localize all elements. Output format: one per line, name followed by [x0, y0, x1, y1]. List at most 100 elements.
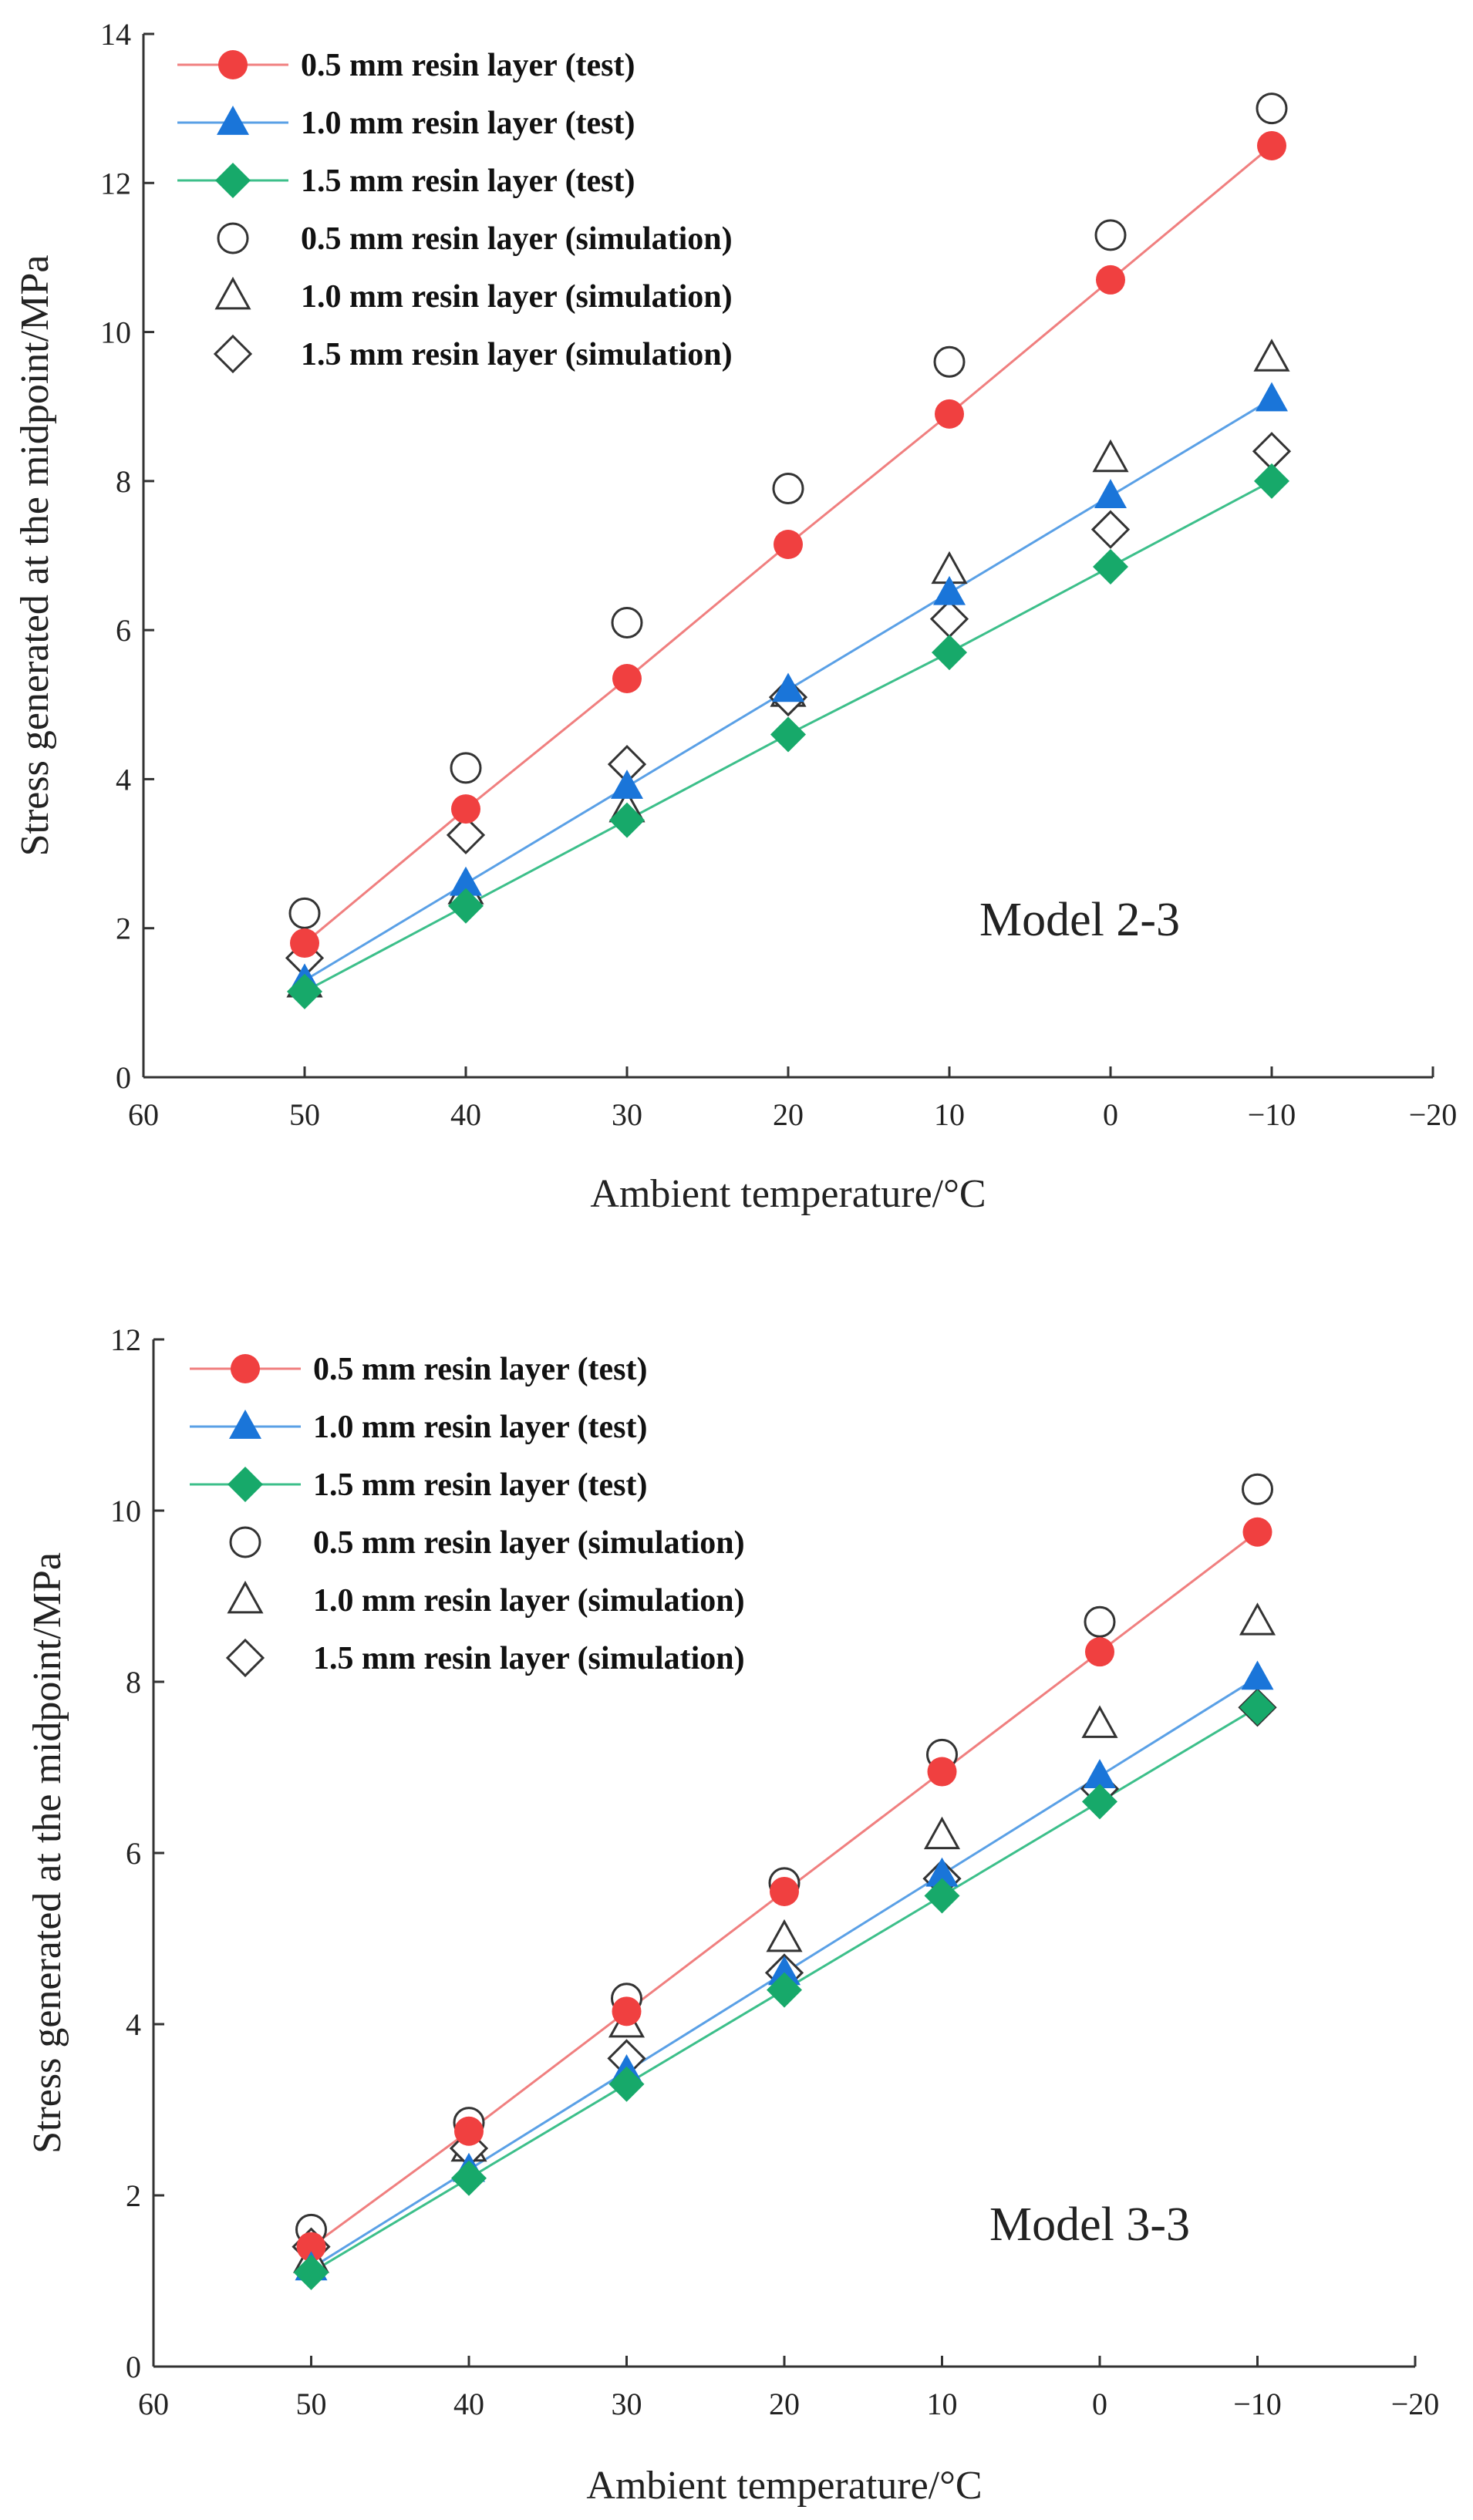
x-tick-label: −10 — [1248, 1097, 1296, 1132]
y-tick-label: 8 — [126, 1665, 141, 1700]
x-tick-label: 40 — [450, 1097, 481, 1132]
x-tick-label: 10 — [934, 1097, 965, 1132]
point-1-0-mm-resin-layer-test — [611, 770, 643, 799]
x-tick-label: 30 — [612, 1097, 642, 1132]
legend-label: 1.0 mm resin layer (test) — [313, 1410, 648, 1445]
legend: 0.5 mm resin layer (test) 1.0 mm resin la… — [177, 48, 733, 374]
legend-label: 0.5 mm resin layer (simulation) — [301, 221, 733, 257]
point-0-5-mm-resin-layer-test — [1242, 1517, 1272, 1547]
x-tick-label: −20 — [1409, 1097, 1458, 1132]
point-1-5-mm-resin-layer-test — [609, 802, 645, 838]
point-0-5-mm-resin-layer-test — [1257, 130, 1286, 160]
point-1-5-mm-resin-layer-test — [767, 1972, 802, 2008]
y-tick-label: 2 — [126, 2178, 141, 2213]
point-0-5-mm-resin-layer-test — [774, 530, 803, 560]
point-1-5-mm-resin-layer-test — [1239, 1690, 1276, 1726]
point-1-0-mm-resin-layer-simulation — [1092, 439, 1129, 473]
legend-label: 0.5 mm resin layer (test) — [313, 1352, 648, 1387]
point-1-5-mm-resin-layer-test — [1254, 463, 1289, 499]
y-tick-label: 4 — [126, 2007, 141, 2042]
chart-model-3-3: 60 50 40 30 20 10 0 −10 −20 0 2 4 6 8 10 12 Ambient temp… — [25, 1322, 1439, 2508]
point-1-0-mm-resin-layer-simulation — [766, 1919, 803, 1952]
point-1-5-mm-resin-layer-test — [932, 635, 967, 671]
x-tick-label: 40 — [453, 2387, 484, 2421]
legend-label: 1.0 mm resin layer (test) — [301, 106, 635, 141]
point-1-5-mm-resin-layer-test — [451, 2160, 487, 2196]
point-0-5-mm-resin-layer-test — [290, 928, 319, 958]
point-1-5-mm-resin-layer-test — [448, 888, 484, 924]
x-tick-label: −10 — [1233, 2387, 1282, 2421]
point-1-0-mm-resin-layer-test — [1256, 382, 1288, 412]
point-0-5-mm-resin-layer-simulation — [1084, 1605, 1116, 1638]
point-1-0-mm-resin-layer-test — [450, 866, 482, 896]
legend-marker — [213, 334, 253, 374]
y-tick-label: 2 — [116, 911, 131, 946]
point-1-0-mm-resin-layer-test — [1094, 479, 1127, 509]
point-1-0-mm-resin-layer-simulation — [923, 1816, 961, 1850]
point-0-5-mm-resin-layer-test — [1085, 1637, 1114, 1667]
legend-item: 1.0 mm resin layer (test) — [190, 1410, 648, 1445]
y-tick-label: 8 — [116, 464, 131, 499]
x-tick-label: 30 — [612, 2387, 642, 2421]
point-0-5-mm-resin-layer-simulation — [611, 606, 643, 638]
point-0-5-mm-resin-layer-simulation — [772, 473, 804, 505]
y-tick-label: 4 — [116, 762, 131, 797]
y-tick-label: 6 — [126, 1836, 141, 1871]
x-tick-label: 20 — [773, 1097, 804, 1132]
legend-item: 0.5 mm resin layer (test) — [190, 1352, 648, 1387]
point-0-5-mm-resin-layer-test — [927, 1757, 957, 1787]
x-tick-label: 20 — [769, 2387, 800, 2421]
legend-marker — [229, 1410, 261, 1439]
legend-item: 1.0 mm resin layer (simulation) — [227, 1580, 745, 1619]
y-tick-label: 10 — [110, 1494, 141, 1528]
point-0-5-mm-resin-layer-test — [612, 1996, 642, 2026]
point-0-5-mm-resin-layer-test — [451, 794, 480, 824]
point-1-5-mm-resin-layer-test — [293, 2254, 329, 2290]
point-0-5-mm-resin-layer-simulation — [1094, 219, 1127, 251]
x-axis-title: Ambient temperature/°C — [586, 2464, 982, 2508]
point-0-5-mm-resin-layer-test — [296, 2232, 326, 2262]
legend-marker — [215, 163, 251, 198]
point-1-0-mm-resin-layer-simulation — [1239, 1602, 1276, 1636]
point-0-5-mm-resin-layer-simulation — [1256, 93, 1288, 125]
point-0-5-mm-resin-layer-test — [454, 2116, 484, 2146]
point-1-0-mm-resin-layer-test — [1084, 1759, 1116, 1788]
point-1-0-mm-resin-layer-test — [772, 672, 804, 702]
x-tick-label: 60 — [138, 2387, 169, 2421]
legend-item: 1.0 mm resin layer (simulation) — [214, 276, 733, 315]
y-tick-label: 10 — [100, 315, 131, 350]
point-0-5-mm-resin-layer-test — [1096, 264, 1125, 295]
legend-label: 1.0 mm resin layer (simulation) — [301, 279, 733, 315]
point-0-5-mm-resin-layer-test — [612, 663, 642, 693]
legend-marker — [228, 1467, 263, 1502]
y-tick-label: 0 — [126, 2350, 141, 2384]
y-tick-label: 12 — [100, 166, 131, 200]
point-1-5-mm-resin-layer-test — [770, 716, 806, 753]
legend-label: 1.0 mm resin layer (simulation) — [313, 1583, 745, 1619]
legend-label: 1.5 mm resin layer (test) — [301, 163, 635, 199]
x-tick-label: 50 — [296, 2387, 327, 2421]
legend-item: 0.5 mm resin layer (simulation) — [217, 221, 733, 257]
legend-marker — [217, 222, 249, 254]
point-1-0-mm-resin-layer-simulation — [1253, 339, 1290, 372]
legend-marker — [225, 1638, 265, 1678]
x-tick-label: 0 — [1103, 1097, 1118, 1132]
y-axis-title: Stress generated at the midpoint/MPa — [25, 1552, 69, 2154]
point-1-5-mm-resin-layer-test — [287, 973, 322, 1009]
x-tick-label: 50 — [289, 1097, 320, 1132]
legend: 0.5 mm resin layer (test) 1.0 mm resin la… — [190, 1352, 745, 1678]
point-1-0-mm-resin-layer-simulation — [1081, 1705, 1118, 1738]
point-1-0-mm-resin-layer-test — [925, 1857, 959, 1887]
legend-marker — [229, 1526, 261, 1558]
chart-model-2-3: 60 50 40 30 20 10 0 −10 −20 0 2 4 6 8 10 12 14 Ambient te… — [13, 17, 1457, 1216]
x-tick-label: 10 — [927, 2387, 958, 2421]
legend-marker — [214, 276, 251, 310]
point-1-5-mm-resin-layer-test — [1082, 1784, 1117, 1820]
legend-item: 1.5 mm resin layer (simulation) — [225, 1638, 745, 1678]
x-tick-label: −20 — [1391, 2387, 1440, 2421]
point-0-5-mm-resin-layer-test — [770, 1876, 799, 1906]
y-tick-label: 14 — [100, 17, 131, 52]
point-1-0-mm-resin-layer-test — [1241, 1660, 1274, 1690]
